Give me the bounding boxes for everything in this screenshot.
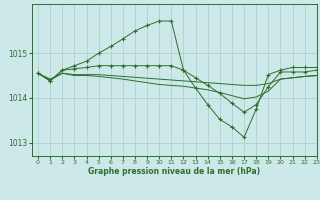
- X-axis label: Graphe pression niveau de la mer (hPa): Graphe pression niveau de la mer (hPa): [88, 167, 260, 176]
